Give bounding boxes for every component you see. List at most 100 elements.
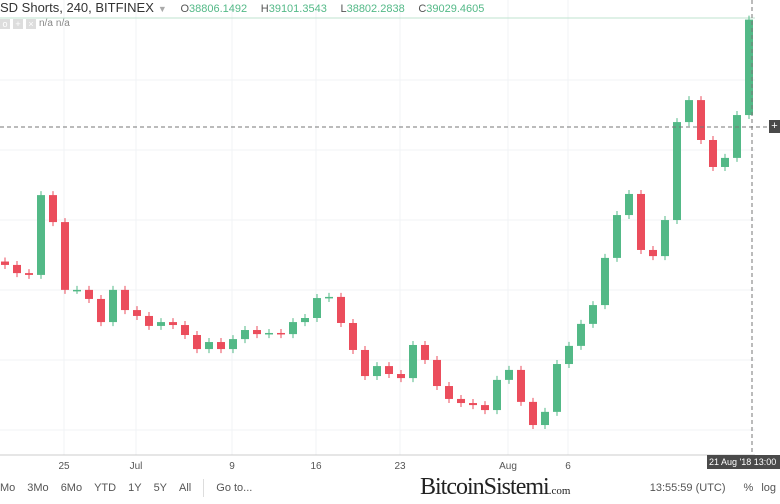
price-chart[interactable]: 25 Jul 9 16 23 Aug 6 [0, 0, 780, 475]
candle [85, 289, 93, 299]
crosshair-plus-icon: + [769, 120, 780, 133]
candle [373, 366, 381, 377]
high-value: 39101.3543 [268, 3, 327, 15]
x-tick-label: 23 [394, 461, 406, 472]
candle [457, 398, 465, 404]
x-tick-label: 25 [58, 461, 70, 472]
close-icon[interactable]: × [26, 18, 36, 29]
candle [349, 322, 357, 350]
candle [565, 345, 573, 365]
candle [25, 273, 33, 275]
candle [481, 405, 489, 411]
candle [1, 261, 9, 265]
candle [505, 369, 513, 380]
candle [289, 322, 297, 335]
candle [145, 315, 153, 326]
candle [313, 298, 321, 318]
candle [13, 264, 21, 274]
candle [49, 195, 57, 223]
x-tick-label: Aug [499, 461, 517, 472]
candle [169, 322, 177, 326]
symbol-title[interactable]: SD Shorts, 240, BITFINEX [0, 0, 154, 15]
watermark-logo: BitcoinSistemi.com [420, 474, 570, 500]
candle [577, 323, 585, 346]
candle [733, 115, 741, 158]
candle [625, 193, 633, 216]
candle [181, 325, 189, 336]
candle [133, 310, 141, 316]
candle [205, 342, 213, 350]
candle [697, 100, 705, 140]
candle [541, 411, 549, 426]
x-tick-label: Jul [130, 461, 143, 472]
range-6m[interactable]: 6Mo [60, 481, 83, 494]
candle [229, 339, 237, 350]
range-1m[interactable]: Mo [0, 481, 16, 494]
divider [203, 478, 205, 497]
x-tick-label: 9 [229, 461, 235, 472]
percent-toggle[interactable]: % [743, 481, 754, 494]
eye-icon[interactable]: o [0, 18, 10, 29]
candle [649, 249, 657, 257]
goto-button[interactable]: Go to... [216, 481, 253, 494]
log-toggle[interactable]: log [761, 481, 776, 494]
candle [589, 305, 597, 324]
chevron-down-icon[interactable]: ▼ [157, 4, 167, 14]
low-value: 38802.2838 [346, 3, 405, 15]
candle [553, 364, 561, 412]
clock: 13:55:59 (UTC) [649, 481, 726, 494]
x-tick-label: 6 [565, 461, 571, 472]
candle [193, 335, 201, 350]
settings-icon[interactable]: + [13, 18, 23, 29]
candle [673, 122, 681, 221]
candle [613, 215, 621, 258]
open-value: 38806.1492 [189, 3, 248, 15]
indicator-row: o + × n/a n/a [0, 18, 70, 29]
candle [397, 374, 405, 379]
candle [709, 139, 717, 167]
status-bar: 13:55:59 (UTC) % log [650, 475, 780, 500]
ohlc-legend: SD Shorts, 240, BITFINEX ▼ O38806.1492 H3… [0, 0, 485, 15]
candle [241, 330, 249, 340]
candle [721, 157, 729, 167]
candle [277, 332, 285, 335]
candle [301, 318, 309, 323]
candle [421, 344, 429, 360]
candle [517, 369, 525, 402]
watermark-text: BitcoinSistemi [420, 474, 550, 500]
range-3m[interactable]: 3Mo [27, 481, 49, 494]
candle [37, 195, 45, 275]
candle [337, 296, 345, 323]
candle [253, 330, 261, 335]
range-ytd[interactable]: YTD [94, 481, 117, 494]
candle [409, 344, 417, 379]
candle [445, 386, 453, 399]
candle [361, 349, 369, 377]
candle [529, 401, 537, 426]
candle [661, 220, 669, 257]
candle [637, 193, 645, 250]
candle [385, 366, 393, 375]
candle [217, 342, 225, 350]
candle [745, 19, 753, 116]
close-value: 39029.4605 [426, 3, 485, 15]
candle [121, 289, 129, 311]
crosshair-date-label: 21 Aug '18 13:00 [707, 455, 780, 469]
range-5y[interactable]: 5Y [153, 481, 168, 494]
candle [325, 296, 333, 299]
range-1y[interactable]: 1Y [128, 481, 142, 494]
candle [97, 298, 105, 323]
candle [73, 289, 81, 292]
range-all[interactable]: All [179, 481, 192, 494]
x-tick-label: 16 [310, 461, 322, 472]
candle [109, 289, 117, 323]
candle [433, 359, 441, 387]
candle [157, 322, 165, 326]
watermark-sub: .com [548, 485, 571, 497]
candle [493, 379, 501, 411]
range-bar: Mo 3Mo 6Mo YTD 1Y 5Y All Go to... [0, 475, 400, 500]
candle [265, 332, 273, 335]
candle [601, 257, 609, 306]
candle [469, 403, 477, 406]
candle [685, 100, 693, 123]
